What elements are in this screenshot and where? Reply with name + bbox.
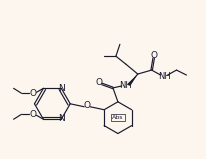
Polygon shape <box>128 74 138 86</box>
Text: NH: NH <box>119 81 132 90</box>
Text: N: N <box>59 114 65 123</box>
Text: O: O <box>30 110 37 119</box>
Text: O: O <box>84 101 91 110</box>
Text: Abs: Abs <box>112 115 124 120</box>
Text: O: O <box>30 89 37 98</box>
Text: N: N <box>59 84 65 93</box>
Text: O: O <box>96 79 103 87</box>
Text: NH: NH <box>158 72 171 80</box>
Text: O: O <box>151 51 158 60</box>
